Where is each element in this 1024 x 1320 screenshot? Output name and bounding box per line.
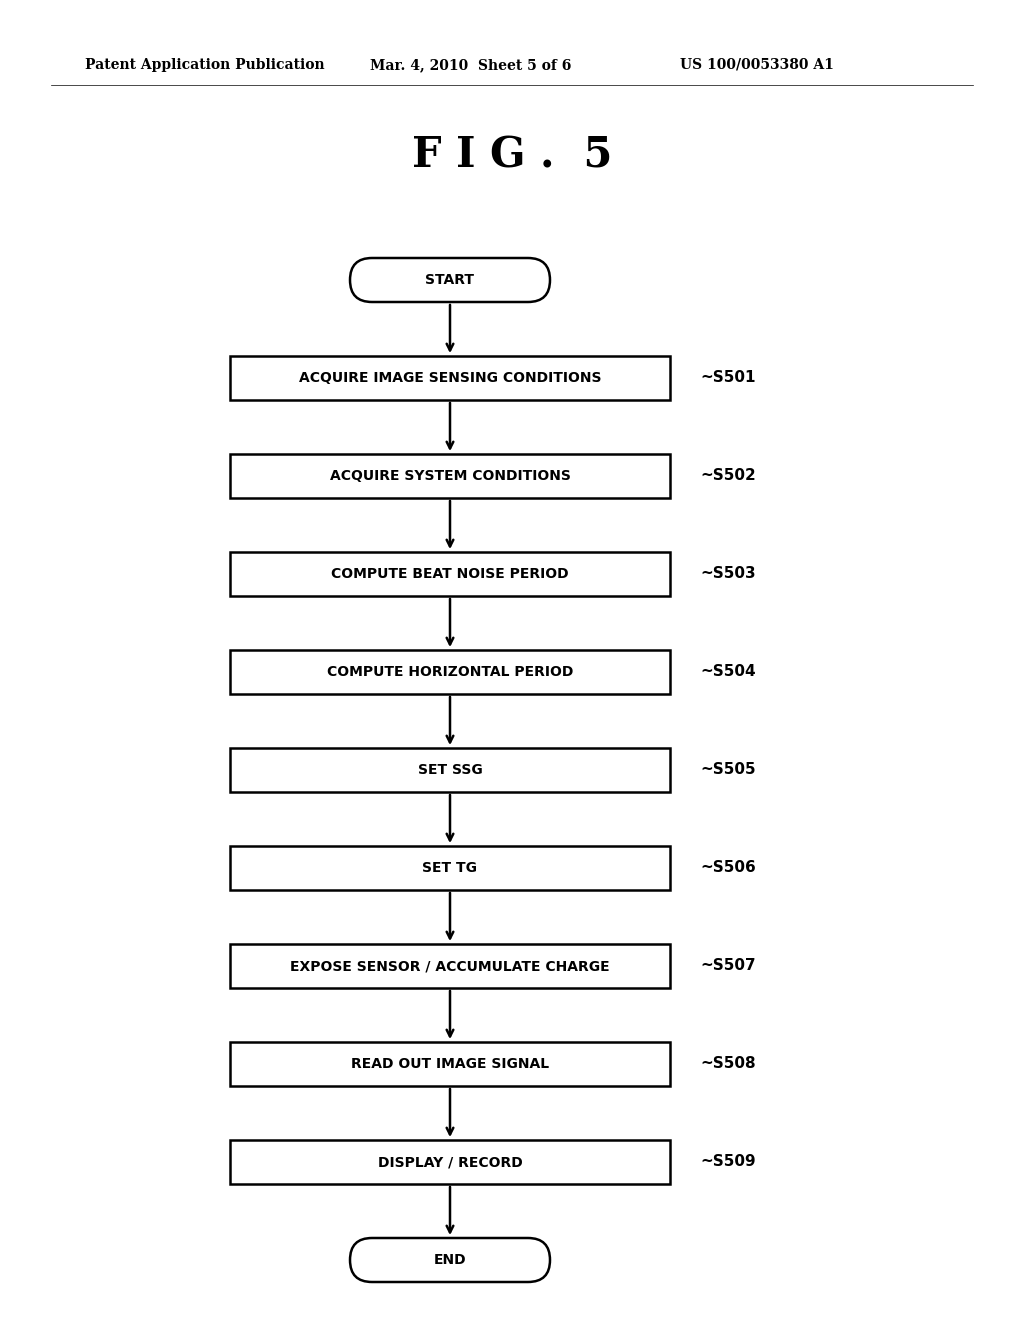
Text: Patent Application Publication: Patent Application Publication [85, 58, 325, 73]
Text: ~S509: ~S509 [700, 1155, 756, 1170]
Text: Mar. 4, 2010  Sheet 5 of 6: Mar. 4, 2010 Sheet 5 of 6 [370, 58, 571, 73]
Text: ~S505: ~S505 [700, 763, 756, 777]
Bar [230, 552, 670, 597]
FancyBboxPatch shape [350, 257, 550, 302]
Bar [230, 748, 670, 792]
Text: ~S504: ~S504 [700, 664, 756, 680]
Text: SET TG: SET TG [423, 861, 477, 875]
Text: COMPUTE HORIZONTAL PERIOD: COMPUTE HORIZONTAL PERIOD [327, 665, 573, 678]
Text: ~S502: ~S502 [700, 469, 756, 483]
Text: COMPUTE BEAT NOISE PERIOD: COMPUTE BEAT NOISE PERIOD [331, 568, 568, 581]
Text: ~S503: ~S503 [700, 566, 756, 582]
Bar [230, 944, 670, 987]
Text: ACQUIRE SYSTEM CONDITIONS: ACQUIRE SYSTEM CONDITIONS [330, 469, 570, 483]
Bar [230, 356, 670, 400]
Bar [230, 454, 670, 498]
Text: DISPLAY / RECORD: DISPLAY / RECORD [378, 1155, 522, 1170]
FancyBboxPatch shape [350, 1238, 550, 1282]
Bar [230, 1140, 670, 1184]
Text: ~S507: ~S507 [700, 958, 756, 974]
Text: EXPOSE SENSOR / ACCUMULATE CHARGE: EXPOSE SENSOR / ACCUMULATE CHARGE [290, 960, 610, 973]
Text: SET SSG: SET SSG [418, 763, 482, 777]
Text: END: END [434, 1253, 466, 1267]
Text: READ OUT IMAGE SIGNAL: READ OUT IMAGE SIGNAL [351, 1057, 549, 1071]
Text: START: START [426, 273, 474, 286]
Bar [230, 1041, 670, 1086]
Text: ~S501: ~S501 [700, 371, 756, 385]
Bar [230, 649, 670, 694]
Text: F I G .  5: F I G . 5 [412, 135, 612, 176]
Bar [230, 846, 670, 890]
Text: US 100/0053380 A1: US 100/0053380 A1 [680, 58, 834, 73]
Text: ACQUIRE IMAGE SENSING CONDITIONS: ACQUIRE IMAGE SENSING CONDITIONS [299, 371, 601, 385]
Text: ~S508: ~S508 [700, 1056, 756, 1072]
Text: ~S506: ~S506 [700, 861, 756, 875]
